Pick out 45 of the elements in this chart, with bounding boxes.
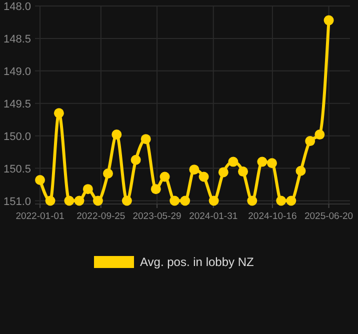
point: [64, 196, 74, 206]
point: [130, 154, 141, 165]
point: [150, 184, 161, 194]
point: [198, 172, 209, 182]
point: [296, 166, 306, 176]
x-tick-label: 2022-09-25: [76, 211, 126, 222]
point: [92, 196, 103, 206]
point: [82, 184, 93, 194]
point: [208, 196, 219, 206]
y-tick-label: 149.0: [3, 66, 31, 78]
point: [247, 196, 258, 206]
point: [189, 164, 200, 175]
legend-label: Avg. pos. in lobby NZ: [140, 255, 254, 269]
point: [45, 196, 56, 206]
point: [74, 196, 84, 206]
point: [228, 156, 238, 167]
point: [238, 166, 248, 177]
point: [324, 15, 334, 26]
point: [266, 158, 277, 168]
point: [314, 130, 325, 140]
point: [35, 174, 46, 185]
y-tick-label: 151.0: [3, 196, 31, 208]
point: [54, 108, 64, 118]
point: [122, 196, 132, 206]
point: [257, 156, 268, 167]
x-tick-label: 2024-01-31: [189, 211, 238, 222]
point: [286, 196, 296, 206]
x-tick-label: 2022-01-01: [16, 211, 64, 222]
point: [276, 196, 286, 206]
y-tick-label: 150.5: [3, 163, 31, 176]
point: [112, 130, 122, 140]
point: [180, 196, 190, 206]
x-tick-label: 2023-05-29: [132, 211, 182, 222]
point: [102, 168, 113, 178]
y-tick-label: 148.5: [3, 33, 31, 46]
point: [218, 167, 228, 178]
y-tick-label: 148.0: [3, 1, 31, 13]
point: [170, 196, 180, 206]
x-tick-label: 2024-10-16: [248, 211, 297, 222]
point: [160, 172, 170, 182]
x-tick-label: 2025-06-20: [304, 211, 354, 222]
y-tick-label: 150.0: [3, 130, 31, 143]
y-tick-label: 149.5: [3, 98, 31, 110]
point: [140, 134, 151, 144]
point: [305, 136, 316, 146]
